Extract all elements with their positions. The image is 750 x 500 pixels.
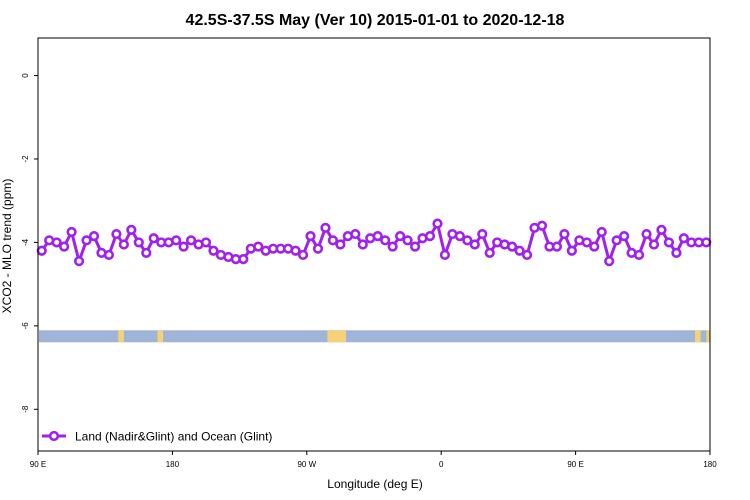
series-layer: [36, 218, 712, 267]
data-point: [178, 241, 189, 252]
land-segment: [706, 330, 710, 343]
data-point: [171, 235, 182, 246]
data-point: [305, 231, 316, 242]
data-point: [648, 239, 660, 250]
data-point: [238, 254, 249, 265]
land-segment: [695, 330, 701, 343]
data-point: [521, 249, 533, 261]
data-point: [462, 235, 473, 246]
data-point: [73, 256, 85, 267]
chart-title: 42.5S-37.5S May (Ver 10) 2015-01-01 to 2…: [186, 12, 565, 29]
data-point: [424, 231, 436, 242]
data-point: [208, 245, 219, 256]
x-tick-label: 90 E: [567, 460, 583, 469]
data-point: [409, 241, 421, 252]
legend-marker: [48, 430, 60, 442]
data-point: [126, 224, 137, 235]
data-point: [604, 256, 615, 267]
plot-frame: [37, 37, 711, 452]
data-point: [641, 228, 652, 240]
data-point: [536, 220, 548, 231]
data-point: [439, 249, 451, 261]
data-point: [81, 235, 92, 246]
data-point: [611, 235, 622, 246]
data-point: [88, 231, 100, 242]
data-point: [111, 228, 122, 240]
data-point: [484, 247, 495, 258]
x-tick-label: 90 W: [297, 460, 316, 469]
data-point: [432, 218, 443, 229]
data-point: [51, 237, 62, 248]
data-point: [633, 249, 645, 261]
data-point: [141, 247, 152, 258]
data-point: [619, 231, 630, 242]
data-point: [185, 235, 197, 246]
data-point: [454, 231, 465, 242]
data-point: [36, 245, 47, 256]
data-point: [350, 228, 361, 240]
y-tick-label: -8: [21, 405, 30, 413]
data-point: [103, 249, 115, 261]
legend: Land (Nadir&Glint) and Ocean (Glint): [42, 430, 272, 444]
data-point: [312, 243, 324, 254]
data-point: [701, 237, 712, 248]
data-point: [320, 222, 331, 233]
data-point: [133, 237, 144, 248]
land-segment: [118, 330, 124, 343]
data-point: [357, 239, 368, 250]
land-segment: [327, 330, 346, 343]
data-point: [387, 241, 398, 252]
y-axis-label: XCO2 - MLO trend (ppm): [0, 179, 14, 314]
data-point: [581, 237, 592, 248]
data-point: [678, 233, 689, 244]
data-point: [118, 239, 129, 250]
ocean-strip: [39, 330, 709, 343]
x-axis: 90 E 180 90 W 0 90 E 180: [30, 451, 717, 469]
data-point: [596, 226, 607, 238]
data-point: [671, 247, 682, 258]
y-tick-label: -6: [21, 322, 30, 330]
y-tick-label: -4: [21, 238, 30, 246]
data-point: [297, 249, 309, 261]
data-point: [559, 228, 570, 240]
data-point: [290, 245, 301, 256]
y-tick-label: -2: [21, 155, 30, 163]
data-point: [551, 241, 563, 252]
x-tick-label: 180: [166, 460, 180, 469]
data-point: [663, 237, 675, 248]
data-point: [335, 239, 346, 250]
data-point: [327, 235, 339, 246]
data-point: [59, 241, 70, 252]
data-point: [566, 245, 577, 256]
data-point: [395, 231, 406, 242]
data-point: [148, 233, 159, 244]
data-point: [507, 241, 518, 252]
land-ocean-strip: [39, 330, 710, 343]
y-tick-label: 0: [21, 73, 30, 78]
data-point: [200, 237, 212, 248]
data-point: [589, 241, 600, 252]
x-axis-label: Longitude (deg E): [327, 477, 422, 491]
data-point: [372, 231, 383, 242]
data-point: [66, 226, 77, 238]
data-point: [380, 235, 391, 246]
data-point: [253, 241, 264, 252]
data-point: [469, 239, 480, 250]
data-point: [477, 228, 488, 240]
y-axis: 0 -2 -4 -6 -8: [21, 73, 38, 413]
x-tick-label: 180: [703, 460, 717, 469]
data-point: [402, 235, 413, 246]
x-tick-label: 90 E: [30, 460, 46, 469]
land-segment: [157, 330, 164, 343]
data-point: [656, 224, 667, 235]
legend-label: Land (Nadir&Glint) and Ocean (Glint): [75, 430, 272, 444]
data-point: [514, 245, 525, 256]
x-tick-label: 0: [439, 460, 444, 469]
